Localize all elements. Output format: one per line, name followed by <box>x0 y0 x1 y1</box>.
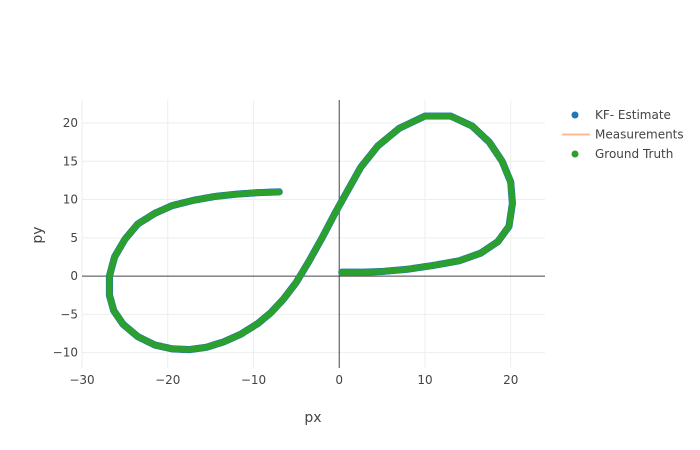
zero-lines <box>82 100 545 368</box>
y-tick-label: 5 <box>70 231 78 245</box>
data-point <box>338 269 345 276</box>
y-tick-label: −10 <box>53 346 78 360</box>
y-tick-label: 10 <box>63 193 78 207</box>
y-tick-label: 20 <box>63 116 78 130</box>
x-tick-label: 20 <box>503 373 518 387</box>
grid-lines <box>81 100 545 368</box>
y-axis-title: py <box>30 226 46 243</box>
legend-item-measurements[interactable]: Measurements <box>562 128 684 142</box>
legend[interactable]: KF- Estimate Measurements Ground Truth <box>562 108 684 161</box>
x-axis-title: px <box>304 410 321 426</box>
legend-item-kf-estimate[interactable]: KF- Estimate <box>571 108 671 122</box>
legend-label: Ground Truth <box>595 147 673 161</box>
series-ground-truth <box>106 112 516 353</box>
series-layer <box>105 112 517 354</box>
x-tick-labels: −30 −20 −10 0 10 20 <box>69 373 518 387</box>
y-tick-label: 15 <box>63 154 78 168</box>
x-tick-label: −20 <box>155 373 180 387</box>
legend-label: KF- Estimate <box>595 108 671 122</box>
x-tick-label: −10 <box>241 373 266 387</box>
y-tick-label: −5 <box>60 307 78 321</box>
legend-label: Measurements <box>595 128 684 142</box>
legend-item-ground-truth[interactable]: Ground Truth <box>571 147 674 161</box>
legend-marker <box>571 111 579 119</box>
x-tick-label: 10 <box>417 373 432 387</box>
legend-marker <box>571 150 579 158</box>
x-tick-label: 0 <box>335 373 343 387</box>
y-tick-labels: −10 −5 0 5 10 15 20 <box>53 116 78 360</box>
y-tick-label: 0 <box>70 269 78 283</box>
x-tick-label: −30 <box>69 373 94 387</box>
